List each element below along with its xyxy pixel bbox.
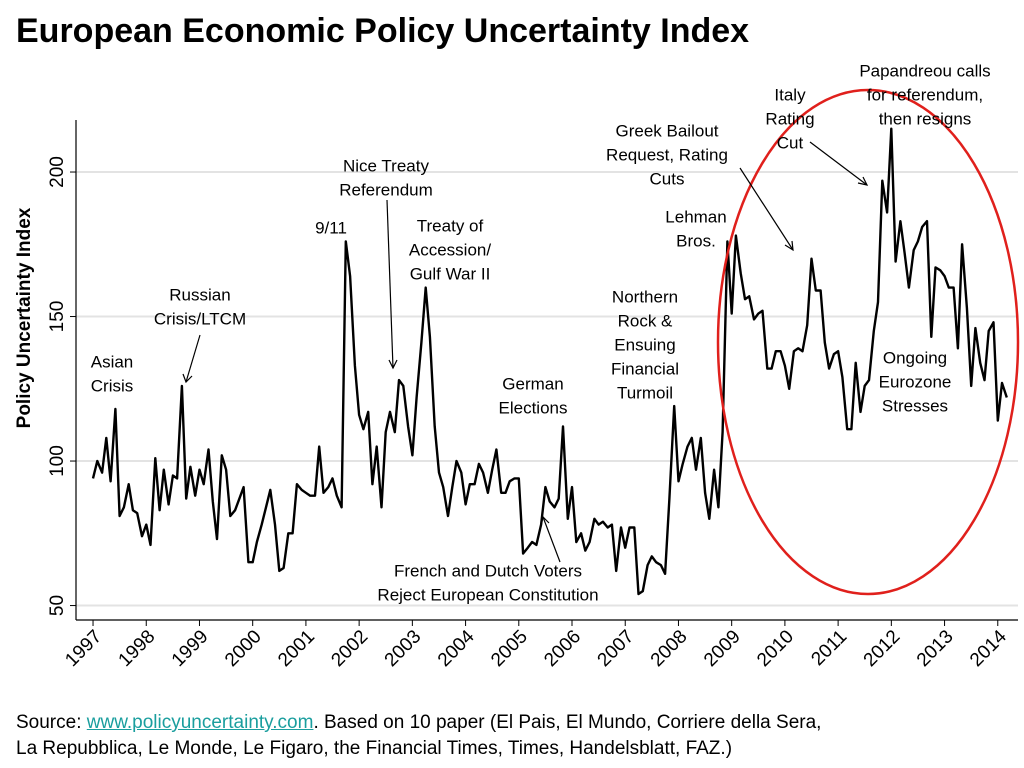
arrow-head bbox=[784, 240, 794, 252]
arrow bbox=[542, 516, 561, 563]
arrow-head bbox=[857, 176, 869, 186]
x-tick-label: 2011 bbox=[807, 626, 851, 670]
arrow bbox=[185, 334, 201, 383]
annotation: Request, Rating bbox=[606, 145, 728, 164]
x-tick-label: 2013 bbox=[913, 626, 958, 671]
plot bbox=[91, 127, 1008, 596]
x-tick-label: 2007 bbox=[594, 626, 639, 671]
chart: European Economic Policy Uncertainty Ind… bbox=[14, 12, 1020, 671]
annotation: Rock & bbox=[618, 311, 673, 330]
source-prefix: Source: bbox=[16, 712, 87, 733]
annotation: Crisis bbox=[91, 376, 134, 395]
x-tick-label: 2003 bbox=[381, 626, 426, 671]
annotation: Stresses bbox=[882, 396, 948, 415]
annotation: Cut bbox=[777, 133, 804, 152]
x-tick-label: 2014 bbox=[966, 626, 1011, 671]
arrow bbox=[386, 199, 394, 369]
annotation: Cuts bbox=[650, 169, 685, 188]
x-tick-label: 2002 bbox=[327, 626, 372, 671]
annotation: Turmoil bbox=[617, 383, 673, 402]
annotation: Referendum bbox=[339, 180, 433, 199]
annotation: Lehman bbox=[665, 207, 726, 226]
source-text: La Repubblica, Le Monde, Le Figaro, the … bbox=[16, 738, 733, 759]
annotation: Greek Bailout bbox=[616, 121, 719, 140]
annotations: Asian Crisis Russian Crisis/LTCM 9/11 Nice Tr… bbox=[91, 61, 991, 604]
annotation: Bros. bbox=[676, 231, 716, 250]
annotation: Crisis/LTCM bbox=[154, 309, 246, 328]
annotation: Ensuing bbox=[614, 335, 675, 354]
source-link[interactable]: www.policyuncertainty.com bbox=[86, 712, 314, 733]
x-tick-label: 2000 bbox=[221, 626, 266, 671]
x-tick-label: 2006 bbox=[540, 626, 585, 671]
y-tick-label: 100 bbox=[47, 445, 68, 477]
x-tick-label: 1998 bbox=[115, 626, 160, 671]
annotation: Papandreou calls bbox=[859, 61, 990, 80]
y-axis-label: Policy Uncertainty Index bbox=[14, 207, 35, 428]
arrow bbox=[809, 141, 868, 186]
annotation: Reject European Constitution bbox=[377, 585, 598, 604]
annotation: Treaty of bbox=[417, 216, 484, 235]
x-tick-label: 2010 bbox=[753, 626, 798, 671]
y-tick-label: 200 bbox=[47, 156, 68, 188]
highlight-circle bbox=[716, 88, 1020, 596]
annotation: Accession/ bbox=[409, 240, 491, 259]
arrow-head bbox=[182, 373, 193, 384]
annotation: Gulf War II bbox=[410, 264, 491, 283]
y-tick-label: 150 bbox=[47, 301, 68, 333]
x-tick-label: 1999 bbox=[168, 626, 213, 671]
annotation: for referendum, bbox=[867, 85, 983, 104]
x-tick-label: 2004 bbox=[434, 626, 479, 671]
annotation: Nice Treaty bbox=[343, 156, 429, 175]
annotation: Ongoing bbox=[883, 348, 947, 367]
x-tick-label: 2005 bbox=[487, 626, 532, 671]
x-tick-label: 2012 bbox=[860, 626, 905, 671]
source-note: Source: www.policyuncertainty.com. Based… bbox=[16, 710, 1016, 762]
x-tick-label: 2001 bbox=[274, 626, 319, 671]
page: {"chart_data": {"type": "line", "title":… bbox=[14, 12, 1020, 759]
chart-title: European Economic Policy Uncertainty Ind… bbox=[16, 12, 749, 50]
data-line bbox=[91, 127, 1008, 596]
arrow-head bbox=[540, 515, 550, 527]
annotation: 9/11 bbox=[315, 218, 347, 237]
annotation: then resigns bbox=[879, 109, 972, 128]
source-text: . Based on 10 paper (El Pais, El Mundo, … bbox=[313, 712, 822, 733]
annotation: French and Dutch Voters bbox=[394, 561, 582, 580]
y-tick-label: 50 bbox=[47, 595, 68, 616]
annotation: German bbox=[502, 374, 563, 393]
annotation: Eurozone bbox=[879, 372, 952, 391]
x-tick-label: 2008 bbox=[647, 626, 692, 671]
annotation: Northern bbox=[612, 287, 678, 306]
arrow-head bbox=[388, 359, 398, 370]
annotation: Elections bbox=[499, 398, 568, 417]
x-tick-label: 2009 bbox=[700, 626, 745, 671]
x-tick-label: 1997 bbox=[61, 626, 106, 671]
arrow bbox=[739, 167, 794, 251]
annotation: Rating bbox=[765, 109, 814, 128]
annotation: Italy bbox=[774, 85, 806, 104]
arrows bbox=[182, 141, 869, 563]
annotation: Russian bbox=[169, 285, 230, 304]
annotation: Asian bbox=[91, 352, 134, 371]
annotation: Financial bbox=[611, 359, 679, 378]
